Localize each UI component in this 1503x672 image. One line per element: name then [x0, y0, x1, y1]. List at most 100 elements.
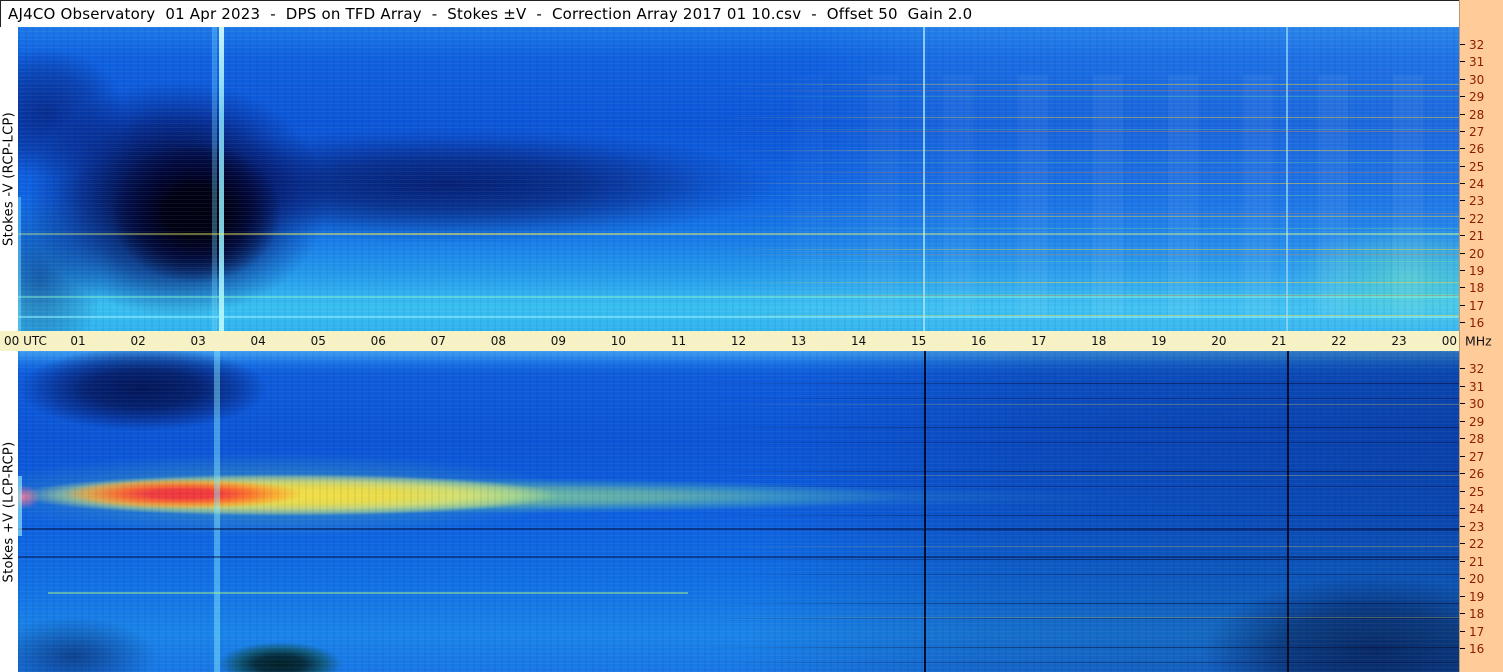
tick-mark [1460, 304, 1465, 306]
freq-tick-32mhz: 32 [1460, 361, 1503, 376]
bright-cyan-row [18, 316, 1459, 318]
tick-label: 25 [1469, 484, 1485, 499]
stokes-posv-panel-row: Stokes +V (LCP-RCP) [0, 351, 1459, 672]
left-axis-top: Stokes -V (RCP-LCP) [0, 27, 18, 331]
tick-mark [1460, 113, 1465, 115]
tick-mark [1460, 200, 1465, 202]
tick-label: 31 [1469, 55, 1485, 70]
time-tick-20: 20 [1211, 334, 1227, 348]
tick-mark [1460, 148, 1465, 150]
freq-tick-30mhz: 30 [1460, 396, 1503, 411]
tick-label: 19 [1469, 263, 1485, 278]
freq-tick-30mhz: 30 [1460, 72, 1503, 87]
tick-mark [1460, 455, 1465, 457]
main-column: AJ4CO Observatory 01 Apr 2023 - DPS on T… [0, 0, 1459, 672]
tick-label: 17 [1469, 298, 1485, 313]
mhz-unit-label: MHz [1465, 333, 1492, 349]
time-tick-01: 01 [70, 334, 86, 348]
title-bar: AJ4CO Observatory 01 Apr 2023 - DPS on T… [0, 0, 1459, 27]
tick-mark [1460, 165, 1465, 167]
tick-mark [1460, 217, 1465, 219]
tick-mark [1460, 130, 1465, 132]
tick-mark [1460, 403, 1465, 404]
frequency-scale: MHz 32 31 30 29 28 27 26 25 24 23 22 21 20 19 18 17 16 3… [1459, 0, 1503, 672]
tick-label: 27 [1469, 124, 1485, 139]
freq-tick-23mhz: 23 [1460, 193, 1503, 208]
calibration-line-overlay [214, 351, 220, 672]
freq-ticks-top: 32 31 30 29 28 27 26 25 24 23 22 21 20 19 18 17 16 [1460, 0, 1503, 672]
tick-label: 24 [1469, 177, 1485, 191]
freq-tick-27mhz: 27 [1460, 449, 1503, 464]
freq-tick-28mhz: 28 [1460, 431, 1503, 446]
tick-mark [1460, 438, 1465, 439]
tick-label: 24 [1469, 502, 1485, 516]
tick-mark [1460, 648, 1465, 649]
tick-label: 21 [1469, 554, 1485, 569]
tick-label: 32 [1469, 362, 1485, 376]
tick-mark [1460, 252, 1465, 254]
tick-label: 20 [1469, 572, 1485, 586]
time-tick-16: 16 [971, 334, 987, 348]
tick-label: 28 [1469, 432, 1485, 446]
tick-label: 29 [1469, 414, 1485, 429]
freq-tick-25mhz: 25 [1460, 159, 1503, 174]
freq-tick-19mhz: 19 [1460, 589, 1503, 604]
tick-label: 20 [1469, 246, 1485, 261]
time-tick-18: 18 [1091, 334, 1107, 348]
rfi-streaks-overlay [718, 75, 1459, 317]
time-tick-22: 22 [1331, 334, 1347, 348]
freq-tick-19mhz: 19 [1460, 263, 1503, 278]
rfi-streaks-overlay [698, 371, 1459, 664]
tick-label: 22 [1469, 211, 1485, 226]
tick-mark [1460, 420, 1465, 422]
freq-tick-18mhz: 18 [1460, 606, 1503, 621]
time-tick-23: 23 [1391, 334, 1407, 348]
freq-tick-29mhz: 29 [1460, 89, 1503, 104]
interference-line-green [48, 592, 688, 594]
tick-mark [1460, 543, 1465, 544]
tick-mark [1460, 78, 1465, 80]
interference-line-17mhz [18, 296, 1459, 298]
freq-tick-32mhz: 32 [1460, 37, 1503, 52]
bright-edge-overlay [18, 197, 21, 331]
time-axis: 00 UTC 01 02 03 04 05 06 07 08 09 10 11 12 13 14 15 16 1… [0, 331, 1459, 351]
time-tick-07: 07 [430, 334, 446, 348]
time-tick-02: 02 [130, 334, 146, 348]
freq-tick-22mhz: 22 [1460, 536, 1503, 551]
time-tick-21: 21 [1271, 334, 1287, 348]
tick-label: 31 [1469, 379, 1485, 394]
vertical-marker-15utc [923, 27, 925, 331]
freq-tick-28mhz: 28 [1460, 107, 1503, 122]
time-tick-09: 09 [550, 334, 567, 348]
freq-tick-31mhz: 31 [1460, 54, 1503, 70]
tick-label: 16 [1469, 642, 1485, 656]
time-tick-06: 06 [370, 334, 386, 348]
left-axis-bottom: Stokes +V (LCP-RCP) [0, 351, 18, 672]
tick-label: 16 [1469, 316, 1485, 330]
time-tick-03: 03 [190, 334, 206, 348]
tick-label: 26 [1469, 467, 1485, 481]
tick-mark [1460, 508, 1465, 509]
tick-label: 25 [1469, 159, 1485, 174]
tick-label: 27 [1469, 449, 1485, 464]
time-tick-04: 04 [250, 334, 266, 348]
tick-mark [1460, 595, 1465, 597]
freq-tick-31mhz: 31 [1460, 379, 1503, 394]
tick-label: 30 [1469, 72, 1485, 87]
tick-mark [1460, 368, 1465, 369]
freq-tick-22mhz: 22 [1460, 211, 1503, 226]
tick-mark [1460, 490, 1465, 492]
tick-mark [1460, 578, 1465, 579]
bright-edge-overlay [18, 476, 22, 536]
tick-mark [1460, 96, 1465, 98]
interference-line-21mhz [18, 233, 1459, 235]
freq-tick-16mhz: 16 [1460, 641, 1503, 656]
tick-mark [1460, 287, 1465, 289]
freq-tick-17mhz: 17 [1460, 298, 1503, 313]
spectrogram-stokes-negv [18, 27, 1459, 331]
interference-line-dark-2 [18, 556, 1459, 558]
time-axis-ticks: 01 02 03 04 05 06 07 08 09 10 11 12 13 14 15 16 17 18 19 20… [18, 331, 1459, 351]
tick-mark [1460, 385, 1465, 387]
freq-ticks-bottom: 32 31 30 29 28 27 26 25 24 23 22 21 20 19 18 17 16 [1460, 0, 1503, 672]
tick-label: 28 [1469, 107, 1485, 122]
